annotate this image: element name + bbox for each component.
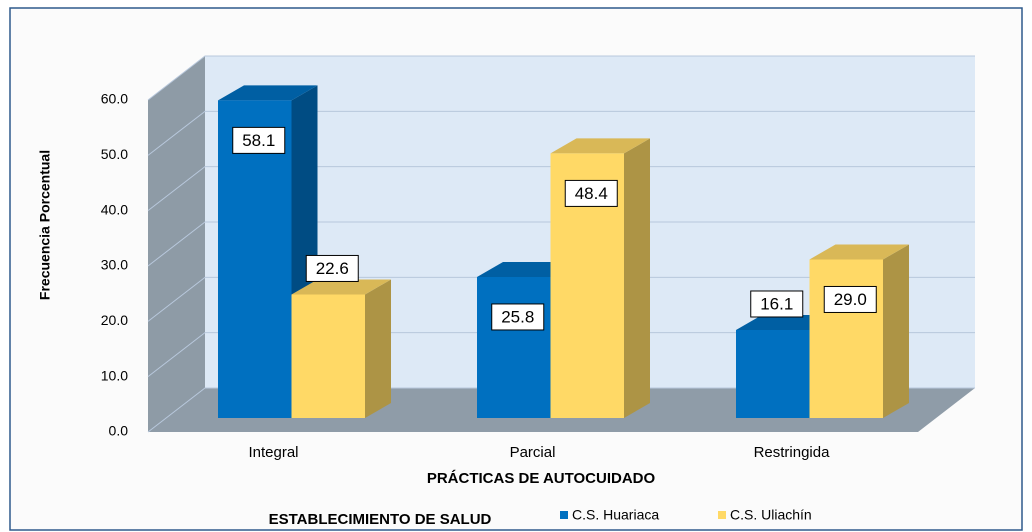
value-label: 22.6 [316,259,349,278]
y-tick-label: 30.0 [101,257,128,273]
bar-top [809,244,909,260]
y-tick-label: 10.0 [101,367,128,383]
grid-line [147,387,975,433]
bar-top [291,279,391,295]
bar [550,138,650,418]
bar-top [218,85,318,101]
value-label: 25.8 [501,307,534,326]
bar-front [291,294,365,418]
legend-swatch [718,511,726,519]
y-tick-label: 20.0 [101,312,128,328]
value-label: 29.0 [834,290,867,309]
bar [809,244,909,418]
value-label-box [564,179,618,207]
x-axis-label: PRÁCTICAS DE AUTOCUIDADO [427,470,656,487]
bar-side [365,279,391,418]
legend-label: C.S. Uliachín [730,507,812,523]
grid-line [147,110,975,156]
bar-front [550,153,624,418]
value-label-box [823,285,877,313]
legend-label: C.S. Huariaca [572,507,659,523]
x-tick-label: Integral [248,444,298,461]
y-tick-label: 60.0 [101,91,128,107]
value-label-box [491,303,545,331]
bar-front [736,329,810,418]
value-label-box [750,290,804,318]
x-tick-label: Parcial [510,444,556,461]
legend-swatch [560,511,568,519]
x-tick-label: Restringida [754,444,831,461]
bar-front [809,259,883,418]
y-tick-label: 50.0 [101,146,128,162]
value-label-box [305,254,359,282]
value-label: 48.4 [575,184,608,203]
grid-line [147,166,975,212]
y-axis-label: Frecuencia Porcentual [37,150,53,300]
bar-front [477,276,551,418]
grid-line [147,276,975,322]
grid-line [147,221,975,267]
bar-side [883,244,909,418]
legend-title: ESTABLECIMIENTO DE SALUD [269,511,492,528]
value-label-box [232,126,286,154]
bar-front [218,100,292,419]
bar-top [550,138,650,154]
y-tick-label: 40.0 [101,201,128,217]
y-tick-label: 0.0 [109,423,129,439]
grid-line [147,332,975,378]
bar-side [624,138,650,418]
bar [291,279,391,418]
value-label: 58.1 [242,131,275,150]
value-label: 16.1 [760,294,793,313]
grid-line [147,55,975,101]
